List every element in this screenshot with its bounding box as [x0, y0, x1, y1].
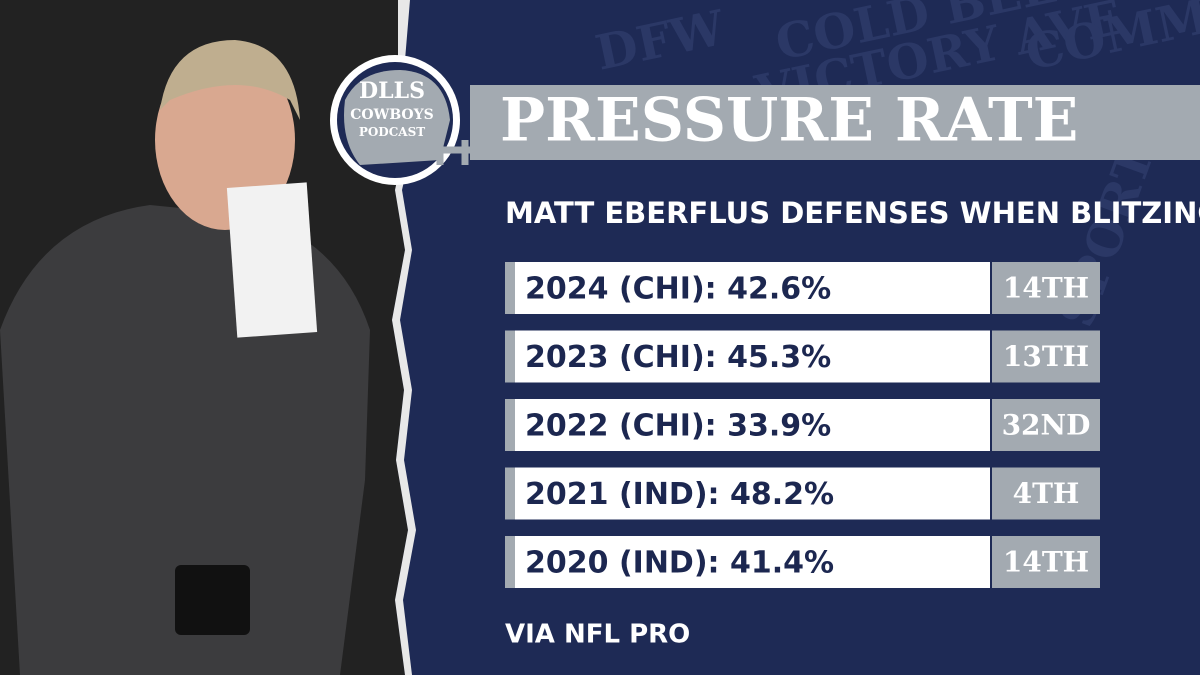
row-label: 2023 (CHI): 45.3% — [525, 340, 831, 375]
torn-edge — [392, 0, 418, 675]
rank-label: 13TH — [1003, 340, 1089, 373]
logo-text: DLLS — [359, 78, 425, 104]
subtitle: MATT EBERFLUS DEFENSES WHEN BLITZING — [505, 196, 1200, 230]
row-bar — [505, 467, 990, 520]
rank-box — [992, 330, 1100, 383]
logo: DLLS COWBOYS PODCAST — [330, 55, 485, 185]
row-label: 2024 (CHI): 42.6% — [525, 272, 831, 307]
logo-text: COWBOYS — [350, 107, 433, 123]
rank-box — [992, 536, 1100, 588]
row-label: 2022 (CHI): 33.9% — [525, 409, 831, 444]
row-label: 2021 (IND): 48.2% — [525, 477, 834, 512]
row-bar — [505, 536, 990, 588]
row-edge — [505, 330, 515, 383]
title-banner — [470, 85, 1200, 160]
rank-label: 32ND — [1002, 409, 1091, 442]
row-edge — [505, 399, 515, 451]
row-label: 2020 (IND): 41.4% — [525, 546, 834, 581]
rank-label: 4TH — [1013, 477, 1080, 510]
logo-text: PODCAST — [359, 125, 425, 139]
row-bar — [505, 262, 990, 314]
rank-box — [992, 467, 1100, 520]
rank-box — [992, 399, 1100, 451]
row-edge — [505, 467, 515, 520]
row-bar — [505, 330, 990, 383]
row-edge — [505, 536, 515, 588]
rank-label: 14TH — [1003, 546, 1089, 579]
rows: 2024 (CHI): 42.6% 14TH 2023 (CHI): 45.3% 13… — [505, 262, 1100, 588]
row-bar — [505, 399, 990, 451]
rank-box — [992, 262, 1100, 314]
title: PRESSURE RATE — [500, 86, 1078, 156]
row-edge — [505, 262, 515, 314]
source: VIA NFL PRO — [505, 620, 690, 650]
rank-label: 14TH — [1003, 272, 1089, 305]
coach-figure — [0, 40, 370, 675]
